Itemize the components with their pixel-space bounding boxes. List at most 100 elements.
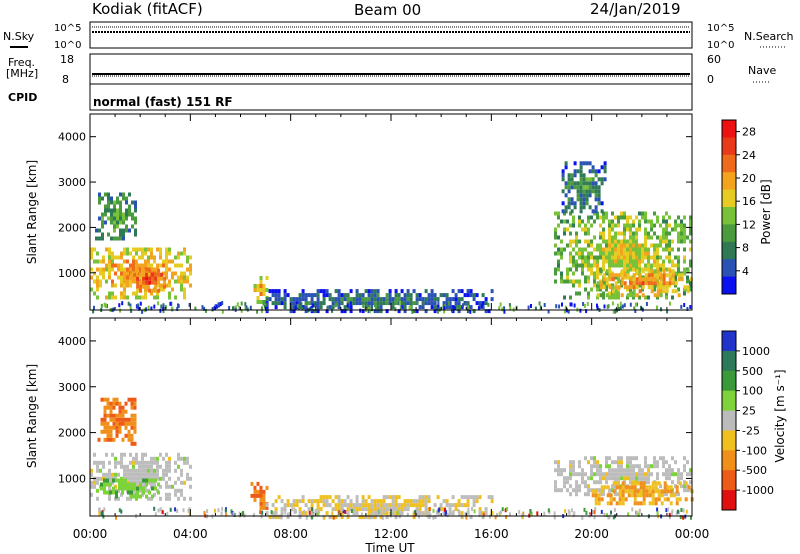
echo-cell (432, 508, 435, 513)
echo-cell (635, 235, 638, 240)
echo-cell (623, 231, 626, 236)
echo-cell (650, 472, 653, 477)
echo-cell (569, 267, 572, 272)
echo-cell (113, 204, 116, 209)
echo-cell (543, 511, 546, 516)
cpid-text: normal (fast) 151 RF (93, 95, 233, 109)
echo-cell (355, 495, 359, 500)
echo-cell (394, 297, 398, 302)
echo-cell (629, 287, 632, 292)
echo-cell (129, 267, 132, 272)
echo-cell (662, 215, 665, 220)
echo-cell (128, 204, 131, 209)
echo-cell (112, 307, 115, 312)
echo-cell (379, 305, 383, 310)
echo-cell (154, 288, 158, 293)
echo-cell (585, 185, 589, 190)
echo-cell (555, 304, 558, 309)
echo-cell (165, 460, 168, 465)
echo-cell (633, 501, 637, 506)
echo-cell (632, 259, 635, 264)
echo-cell (484, 309, 488, 314)
echo-cell (259, 505, 263, 510)
echo-cell (669, 485, 673, 490)
echo-cell (371, 307, 373, 312)
echo-cell (234, 305, 237, 310)
echo-cell (650, 255, 653, 260)
echo-cell (587, 460, 590, 465)
echo-cell (582, 197, 586, 202)
echo-cell (605, 281, 609, 286)
echo-cell (590, 239, 593, 244)
echo-cell (623, 251, 626, 256)
echo-cell (117, 255, 120, 260)
echo-cell (120, 279, 123, 284)
colorbar-segment (722, 410, 736, 431)
echo-cell (201, 305, 204, 310)
echo-cell (122, 212, 125, 217)
echo-cell (403, 301, 406, 306)
echo-cell (144, 460, 147, 465)
echo-cell (638, 243, 641, 248)
echo-cell (180, 275, 183, 280)
echo-cell (620, 468, 623, 473)
echo-cell (611, 460, 614, 465)
echo-cell (641, 277, 645, 282)
echo-cell (633, 497, 637, 502)
echo-cell (103, 405, 107, 410)
echo-cell (147, 247, 150, 252)
echo-cell (103, 429, 107, 434)
echo-cell (576, 197, 580, 202)
echo-cell (160, 509, 163, 514)
echo-cell (145, 494, 148, 499)
echo-cell (635, 251, 638, 256)
echo-cell (675, 501, 679, 506)
echo-cell (645, 493, 649, 498)
echo-cell (617, 275, 620, 280)
echo-cell (150, 247, 153, 252)
echo-cell (391, 499, 395, 504)
echo-cell (346, 297, 350, 302)
echo-cell (682, 508, 685, 513)
echo-cell (430, 289, 434, 294)
echo-cell (644, 235, 647, 240)
echo-cell (136, 486, 139, 491)
echo-cell (563, 247, 566, 252)
echo-cell (575, 259, 578, 264)
echo-cell (352, 297, 356, 302)
echo-cell (608, 456, 611, 461)
echo-cell (132, 456, 135, 461)
echo-cell (144, 488, 147, 493)
colorbar-segment (722, 331, 736, 352)
echo-cell (298, 305, 302, 310)
echo-cell (159, 308, 162, 313)
echo-cell (627, 489, 631, 494)
echo-cell (367, 289, 371, 294)
echo-cell (346, 301, 350, 306)
echo-cell (100, 303, 103, 308)
echo-cell (124, 421, 128, 426)
echo-cell (632, 223, 635, 228)
echo-cell (108, 255, 111, 260)
echo-cell (591, 510, 594, 515)
echo-cell (119, 200, 122, 205)
echo-cell (144, 259, 147, 264)
echo-cell (662, 273, 666, 278)
echo-cell (424, 503, 428, 508)
echo-cell (271, 293, 275, 298)
echo-cell (677, 247, 680, 252)
echo-cell (296, 303, 299, 308)
echo-cell (108, 492, 111, 497)
echo-cell (644, 227, 647, 232)
echo-cell (168, 464, 171, 469)
echo-cell (642, 489, 646, 494)
echo-cell (590, 456, 593, 461)
echo-cell (90, 492, 93, 497)
echo-cell (627, 485, 631, 490)
echo-cell (656, 295, 659, 300)
echo-cell (98, 236, 101, 241)
echo-cell (346, 303, 349, 308)
echo-cell (102, 472, 105, 477)
echo-cell (656, 281, 660, 286)
echo-cell (98, 511, 101, 516)
